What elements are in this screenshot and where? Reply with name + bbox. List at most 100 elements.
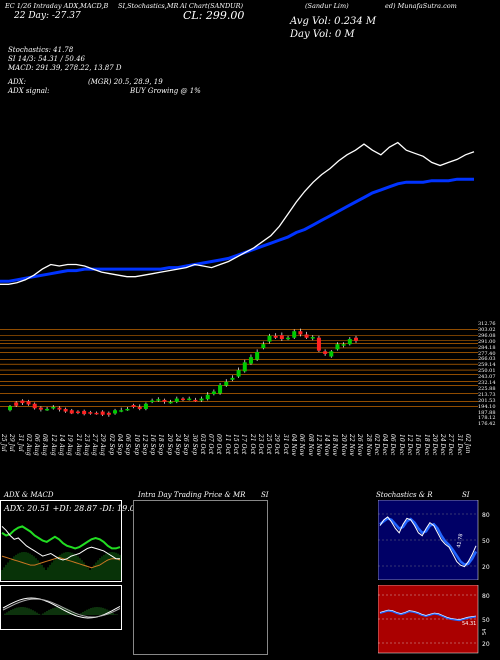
rsi-tick-label: 80	[482, 593, 490, 600]
header-stochastics: Stochastics: 41.78	[8, 46, 74, 54]
date-tick-label: 03 Oct	[198, 434, 206, 455]
adx-panel	[0, 500, 122, 582]
date-tick-label: 07 Oct	[207, 434, 215, 455]
date-tick-label: 19 Aug	[66, 434, 74, 456]
rsi-tick-label: 20	[482, 641, 490, 648]
header-symbol: Al Chart(SANDUR)	[180, 2, 244, 10]
candle-32	[205, 394, 210, 400]
price-tick-label: 259.14	[478, 362, 496, 369]
date-tick-label: 20 Sep	[165, 434, 173, 456]
price-line	[0, 141, 475, 285]
date-tick-label: 21 Oct	[248, 434, 256, 455]
candle-14	[94, 412, 99, 415]
header-adx-signal: ADX signal:	[8, 87, 50, 95]
rsi-value-label: 54.31	[462, 621, 476, 627]
candle-44	[279, 335, 284, 340]
price-tick-label: 284.18	[478, 344, 496, 351]
date-tick-label: 20 Dec	[430, 434, 438, 456]
candle-17	[113, 410, 118, 414]
date-tick-label: 14 Aug	[58, 434, 65, 456]
date-tick-label: 06 Aug	[33, 434, 41, 456]
price-tick-label: 232.14	[478, 380, 496, 386]
candle-26	[168, 401, 173, 404]
candle-34	[218, 384, 223, 394]
candle-2	[20, 400, 25, 404]
date-tick-label: 11 Oct	[223, 434, 231, 455]
signal-line	[2, 598, 121, 618]
stochastics-panel: 80 50 20 41.78	[378, 500, 490, 580]
candle-46	[292, 331, 297, 338]
candle-36	[230, 377, 235, 380]
candle-30	[193, 399, 198, 402]
candle-54	[341, 344, 346, 346]
candle-39	[248, 357, 253, 364]
candle-40	[255, 351, 260, 360]
candle-24	[156, 399, 161, 401]
date-tick-label: 08 Nov	[306, 434, 314, 456]
price-tick-label: 243.07	[478, 374, 496, 381]
header-mgr: (MGR) 20.5, 28.9, 19	[88, 78, 163, 86]
stoch-tick-label: 50	[482, 538, 490, 545]
adx-readout: ADX: 20.51 +DI: 28.87 -DI: 19.04	[4, 504, 140, 513]
price-line-chart	[0, 141, 475, 285]
candle-50	[316, 337, 321, 351]
header-indicators: SI,Stochastics,MR	[118, 2, 179, 10]
candle-42	[267, 335, 272, 342]
candle-52	[329, 351, 334, 357]
candle-23	[150, 400, 155, 403]
header-company: (Sandur Lim)	[305, 2, 349, 10]
date-tick-label: 14 Nov	[323, 434, 331, 456]
date-tick-label: 16 Sep	[149, 434, 157, 456]
date-tick-label: 02 Aug	[24, 434, 32, 456]
price-tick-label: 266.03	[478, 356, 496, 363]
price-axis: 312.76 303.02 296.08 291.00 284.18 277.40 266.…	[478, 322, 500, 428]
candle-43	[273, 335, 278, 338]
header-macd: MACD: 291.39, 278.22, 13.87 D	[8, 64, 122, 72]
date-axis: 25 Jul 29 Jul 31 Jul 02 Aug 06 Aug 08 Aug 12 A…	[0, 432, 478, 484]
date-tick-label: 24 Sep	[174, 434, 181, 456]
candle-45	[286, 337, 291, 340]
date-tick-label: 27 Aug	[91, 434, 99, 456]
date-tick-label: 06 Nov	[298, 434, 306, 456]
candle-28	[181, 398, 185, 401]
date-tick-label: 22 Nov	[348, 434, 355, 456]
macd-panel	[0, 585, 122, 630]
header-close: CL: 299.00	[183, 9, 245, 22]
candle-31	[199, 398, 204, 401]
date-tick-label: 31 Oct	[281, 434, 289, 455]
price-tick-label: 312.76	[478, 321, 496, 327]
date-tick-label: 24 Dec	[439, 434, 447, 456]
date-tick-label: 29 Aug	[99, 434, 107, 456]
header-adx: ADX:	[8, 78, 27, 86]
candle-56	[354, 337, 358, 341]
adx-line	[1, 555, 121, 569]
stoch-value-label: 41.78	[456, 533, 464, 548]
date-tick-label: 12 Sep	[140, 434, 148, 456]
candle-11	[75, 411, 80, 414]
candle-6	[45, 408, 50, 411]
date-tick-label: 30 Sep	[190, 434, 198, 456]
candle-16	[106, 412, 111, 415]
candle-25	[162, 399, 167, 402]
candle-10	[69, 410, 74, 414]
date-tick-label: 04 Sep	[116, 434, 123, 456]
price-tick-label: 176.42	[478, 421, 496, 428]
candle-53	[335, 344, 340, 350]
date-tick-label: 12 Dec	[406, 434, 413, 456]
date-tick-label: 21 Aug	[74, 434, 82, 456]
candle-15	[100, 411, 105, 415]
date-tick-label: 26 Nov	[356, 434, 364, 456]
candle-20	[131, 405, 136, 407]
price-tick-label: 194.10	[478, 403, 496, 410]
date-tick-label: 02 Jan	[464, 434, 471, 454]
date-tick-label: 25 Oct	[265, 434, 273, 455]
candle-48	[304, 334, 309, 338]
date-tick-label: 06 Dec	[389, 434, 397, 456]
candle-7	[51, 406, 56, 409]
candle-13	[88, 412, 93, 414]
candle-55	[347, 339, 352, 345]
date-tick-label: 18 Nov	[331, 434, 339, 456]
price-tick-label: 187.88	[478, 409, 496, 416]
price-tick-label: 178.12	[478, 415, 496, 422]
minus-di-line	[1, 526, 120, 561]
